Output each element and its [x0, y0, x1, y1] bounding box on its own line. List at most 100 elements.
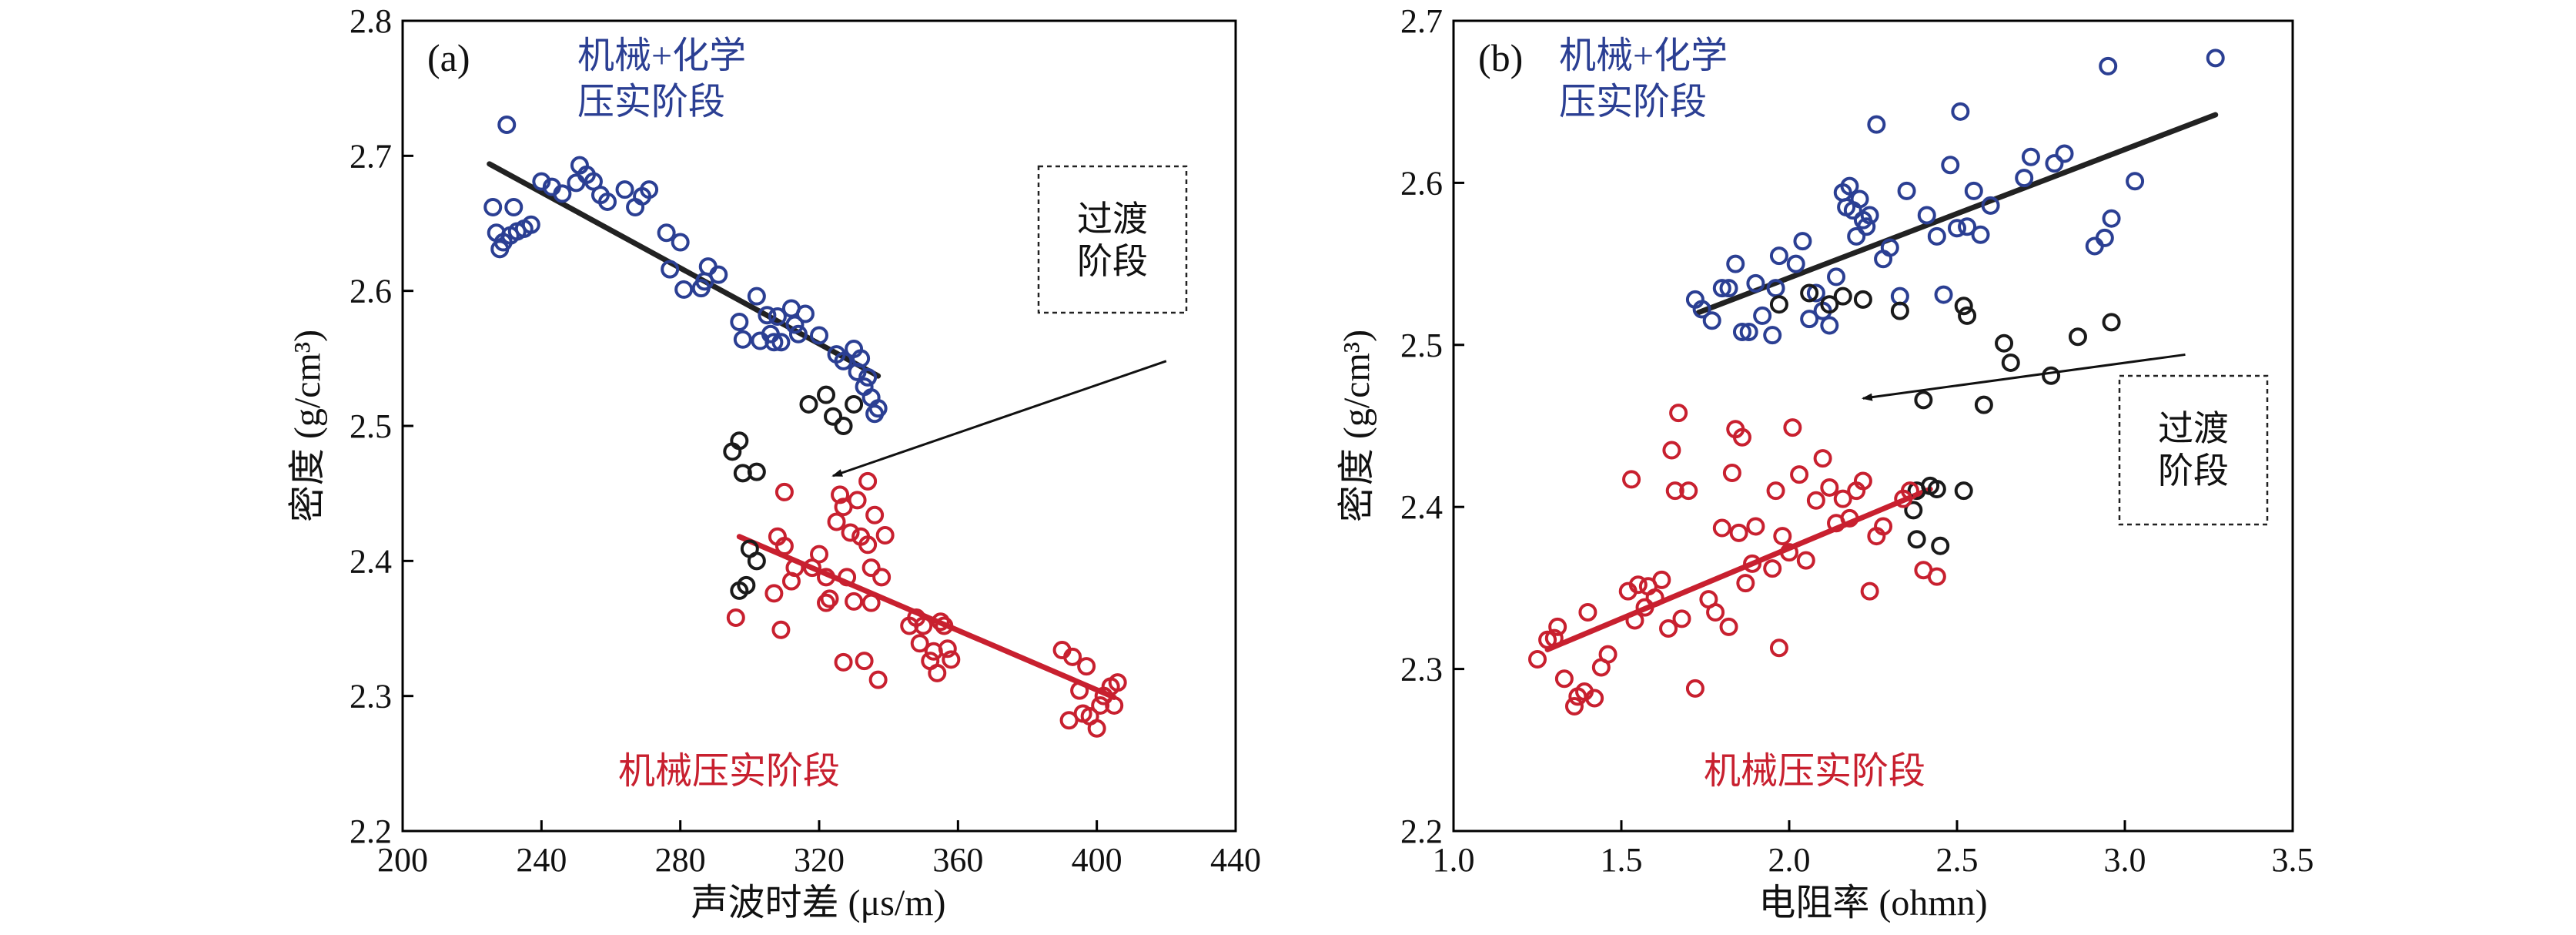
data-point	[1773, 527, 1792, 546]
data-point	[1981, 196, 2000, 215]
data-point	[795, 304, 815, 323]
data-point	[817, 385, 836, 404]
data-point	[942, 650, 961, 669]
data-point	[2126, 172, 2145, 191]
data-point	[521, 215, 540, 234]
data-point	[1763, 559, 1782, 578]
data-point	[771, 333, 791, 352]
data-point	[820, 589, 839, 608]
data-point	[497, 116, 517, 135]
data-point	[1897, 181, 1916, 200]
data-point	[1800, 283, 1819, 303]
data-point	[2021, 147, 2040, 166]
data-point	[1564, 696, 1584, 715]
data-point	[1736, 574, 1755, 593]
panel-b: 1.0 1.5 2.0 2.5 3.0 3.5 2.2 2.3 2.4 2.5 2.6 2.7 过渡…	[1337, 2, 2314, 923]
data-point	[1941, 156, 1960, 175]
data-point	[1753, 306, 1772, 325]
data-point	[1847, 226, 1866, 246]
data-point	[1719, 279, 1738, 298]
data-point	[1948, 219, 1966, 238]
data-point	[1857, 217, 1876, 236]
y-tick-label: 2.4	[350, 542, 392, 580]
data-point	[1544, 628, 1564, 648]
data-point	[737, 575, 756, 595]
data-point	[1827, 267, 1846, 287]
data-point	[1662, 441, 1681, 460]
data-point	[1971, 225, 1990, 244]
data-point	[597, 192, 617, 211]
data-point	[1769, 295, 1788, 314]
blue-stage-label-a-line2: 压实阶段	[577, 82, 725, 122]
x-ticks-a: 200 240 280 320 360 400 440	[377, 820, 1261, 879]
data-point	[1786, 254, 1805, 273]
data-point	[2045, 154, 2064, 173]
x-tick-label: 1.0	[1433, 841, 1475, 879]
data-point	[1995, 333, 2014, 353]
data-point	[1806, 283, 1825, 303]
data-point	[1585, 689, 1604, 708]
data-point	[868, 670, 888, 689]
data-point	[2102, 313, 2121, 332]
data-point	[1743, 554, 1762, 573]
panel-label-b: (b)	[1478, 36, 1523, 79]
x-tick-label: 200	[377, 841, 428, 879]
transition-label-b-line2: 阶段	[2158, 451, 2229, 491]
data-point	[817, 593, 836, 612]
data-point	[858, 535, 878, 555]
x-tick-label: 3.5	[2272, 841, 2314, 879]
transition-box-a	[1037, 165, 1188, 314]
data-point	[1685, 679, 1705, 698]
data-point	[1732, 322, 1751, 341]
y-tick-label: 2.3	[1400, 651, 1443, 689]
x-tick-label: 2.5	[1936, 841, 1979, 879]
data-point	[1628, 575, 1648, 595]
data-point	[1746, 273, 1765, 293]
data-point	[858, 471, 878, 491]
points-b	[1528, 49, 2225, 715]
data-point	[2206, 49, 2225, 68]
data-point	[851, 349, 871, 368]
data-point	[771, 620, 791, 639]
data-point	[834, 417, 853, 435]
plot-frame-a	[401, 19, 1237, 833]
data-point	[2055, 144, 2074, 163]
data-point	[1598, 645, 1618, 664]
data-point	[1951, 102, 1970, 121]
data-point	[1874, 517, 1893, 536]
data-point	[1914, 390, 1933, 410]
data-point	[1692, 300, 1711, 319]
transition-label-a-line2: 阶段	[1077, 242, 1148, 281]
data-point	[1927, 480, 1946, 499]
transition-label-a-line1: 过渡	[1077, 199, 1148, 239]
fit-lines-b	[1544, 112, 2219, 652]
data-point	[764, 333, 784, 352]
data-point	[1077, 657, 1096, 676]
data-point	[1087, 719, 1106, 738]
x-ticks-b: 1.0 1.5 2.0 2.5 3.0 3.5	[1433, 820, 2314, 879]
data-point	[1954, 297, 1973, 316]
y-tick-label: 2.5	[1400, 327, 1443, 364]
data-point	[1900, 481, 1919, 501]
data-point	[1625, 611, 1644, 630]
y-tick-label: 2.7	[350, 137, 392, 175]
data-point	[2099, 56, 2118, 75]
data-point	[730, 431, 749, 451]
y-axis-label-a: 密度 (g/cm³)	[287, 330, 328, 522]
y-tick-label: 2.2	[350, 813, 392, 850]
data-point	[1706, 602, 1725, 622]
data-point	[1907, 530, 1926, 549]
data-point	[1904, 501, 1923, 520]
data-point	[827, 512, 846, 531]
data-point	[838, 568, 857, 587]
data-point	[709, 265, 728, 284]
data-point	[1679, 481, 1698, 501]
data-point	[2015, 169, 2034, 188]
data-point	[1958, 306, 1977, 325]
red-stage-label-b: 机械压实阶段	[1704, 751, 1925, 792]
data-point	[1840, 508, 1859, 528]
data-point	[1769, 246, 1788, 266]
data-point	[674, 280, 694, 299]
data-point	[726, 608, 745, 627]
data-point	[799, 394, 818, 414]
